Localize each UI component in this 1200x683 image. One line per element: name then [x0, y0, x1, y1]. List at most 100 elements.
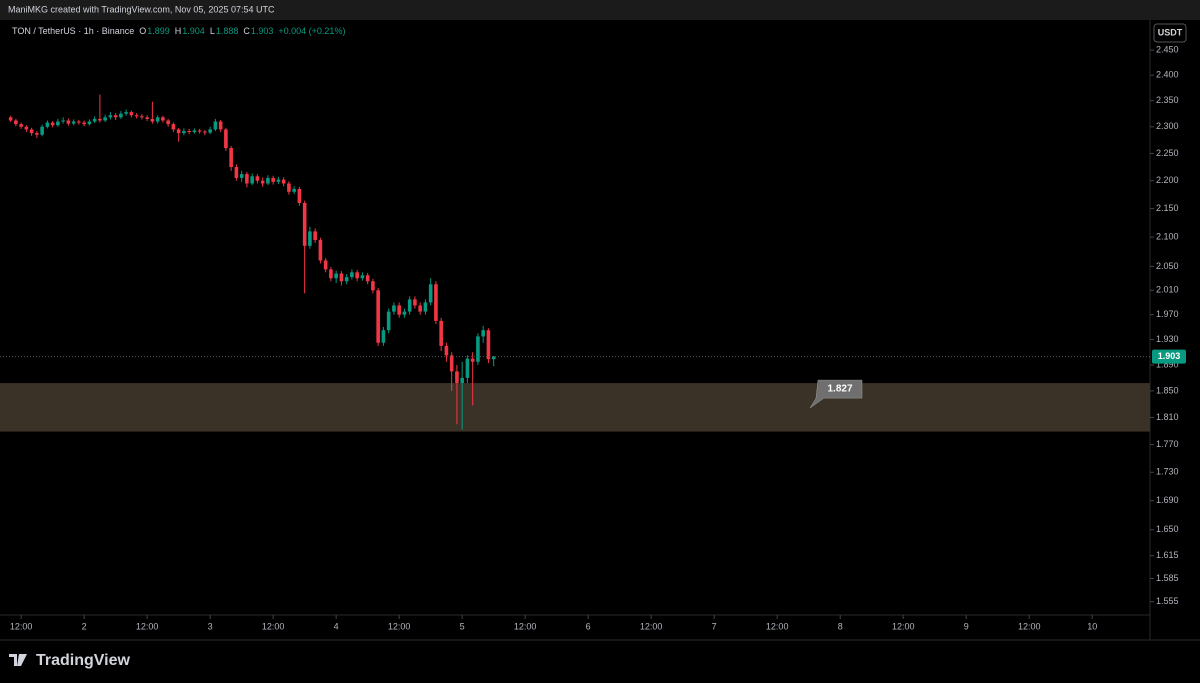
candle-body	[491, 356, 496, 360]
candle-body	[66, 120, 71, 124]
candle-body	[113, 115, 118, 118]
candle-body	[108, 115, 113, 118]
y-tick-label: 1.585	[1156, 573, 1179, 583]
candle-body	[150, 118, 155, 122]
candle-body	[486, 330, 491, 360]
candle-body	[82, 122, 86, 125]
candle-body	[376, 290, 380, 343]
candle-body	[129, 112, 134, 116]
x-tick-label: 6	[586, 621, 591, 631]
candle-body	[413, 299, 417, 306]
candle-body	[302, 202, 307, 246]
candle-body	[428, 284, 433, 303]
y-tick-label: 1.850	[1156, 385, 1179, 395]
y-tick-label: 1.555	[1156, 596, 1179, 606]
candle-body	[40, 126, 44, 135]
candle-body	[381, 330, 386, 343]
candle-body	[418, 305, 422, 312]
candle-body	[14, 120, 18, 125]
candle-body	[460, 377, 464, 384]
y-tick-label: 2.010	[1156, 285, 1179, 295]
y-tick-label: 2.300	[1156, 121, 1179, 131]
last-price-box	[1152, 349, 1186, 364]
candle-body	[124, 112, 128, 114]
legend-item: +0.004 (+0.21%)	[278, 26, 345, 36]
y-tick-label: 2.450	[1156, 45, 1179, 55]
candle-body	[161, 117, 165, 121]
legend-item: 1.903	[251, 26, 274, 36]
y-tick-label: 1.730	[1156, 467, 1179, 477]
legend-item: C	[243, 26, 250, 36]
x-tick-label: 10	[1087, 621, 1097, 631]
candle-body	[71, 121, 76, 124]
candle-body	[213, 121, 218, 130]
candle-body	[171, 124, 176, 130]
candle-body	[287, 183, 291, 192]
candle-body	[166, 120, 170, 125]
x-tick-label: 9	[964, 621, 969, 631]
candle-body	[344, 277, 349, 282]
candle-body	[292, 189, 296, 192]
candle-body	[145, 117, 149, 119]
candle-body	[281, 179, 286, 184]
y-tick-label: 1.890	[1156, 359, 1179, 369]
candle-body	[250, 176, 254, 184]
x-tick-label: 12:00	[388, 621, 411, 631]
candle-body	[334, 273, 338, 279]
candle-body	[8, 117, 13, 121]
candle-body	[19, 124, 23, 127]
candle-body	[218, 121, 223, 130]
candle-body	[29, 129, 34, 134]
currency-box[interactable]	[1153, 23, 1187, 43]
candle-body	[24, 126, 29, 130]
legend-item: 1.904	[182, 26, 205, 36]
candle-body	[98, 118, 102, 121]
candle-body	[50, 122, 55, 126]
candle-body	[245, 174, 249, 184]
top-bar	[0, 0, 1200, 20]
y-tick-label: 1.970	[1156, 309, 1179, 319]
y-tick-label: 2.200	[1156, 175, 1179, 185]
logo	[9, 654, 27, 666]
candle-body	[35, 133, 39, 135]
candle-body	[239, 174, 244, 178]
x-tick-label: 12:00	[892, 621, 915, 631]
y-tick-label: 1.615	[1156, 550, 1179, 560]
y-tick-label: 1.690	[1156, 495, 1179, 505]
candle-body	[297, 189, 302, 203]
candle-body	[371, 281, 375, 291]
candle-body	[402, 311, 407, 315]
candle-body	[455, 371, 459, 384]
candle-body	[176, 129, 181, 134]
candle-body	[260, 180, 265, 184]
candle-body	[266, 177, 270, 184]
legend-item: O	[139, 26, 146, 36]
candle-body	[229, 148, 233, 168]
x-tick-label: 8	[838, 621, 843, 631]
y-tick-label: 2.050	[1156, 261, 1179, 271]
candle-body	[92, 118, 97, 122]
candle-body	[119, 113, 123, 118]
candle-body	[271, 177, 275, 182]
candle-body	[45, 122, 50, 127]
candle-body	[203, 131, 207, 133]
candle-body	[439, 320, 443, 346]
candle-body	[470, 358, 475, 362]
candle-body	[140, 116, 144, 118]
y-tick-label: 1.930	[1156, 334, 1179, 344]
candle-body	[350, 272, 354, 278]
last-price-label: 1.903	[1158, 351, 1181, 361]
x-tick-label: 3	[208, 621, 213, 631]
candle-body	[308, 231, 312, 246]
callout-label: 1.827	[827, 384, 852, 395]
x-tick-label: 12:00	[1018, 621, 1041, 631]
currency[interactable]: USDT	[1158, 27, 1183, 37]
legend-item: 1.888	[216, 26, 239, 36]
x-tick-label: 12:00	[136, 621, 159, 631]
x-tick-label: 12:00	[262, 621, 285, 631]
attribution: ManiMKG created with TradingView.com, No…	[8, 4, 275, 14]
candle-body	[392, 305, 396, 312]
candle-body	[434, 284, 438, 321]
